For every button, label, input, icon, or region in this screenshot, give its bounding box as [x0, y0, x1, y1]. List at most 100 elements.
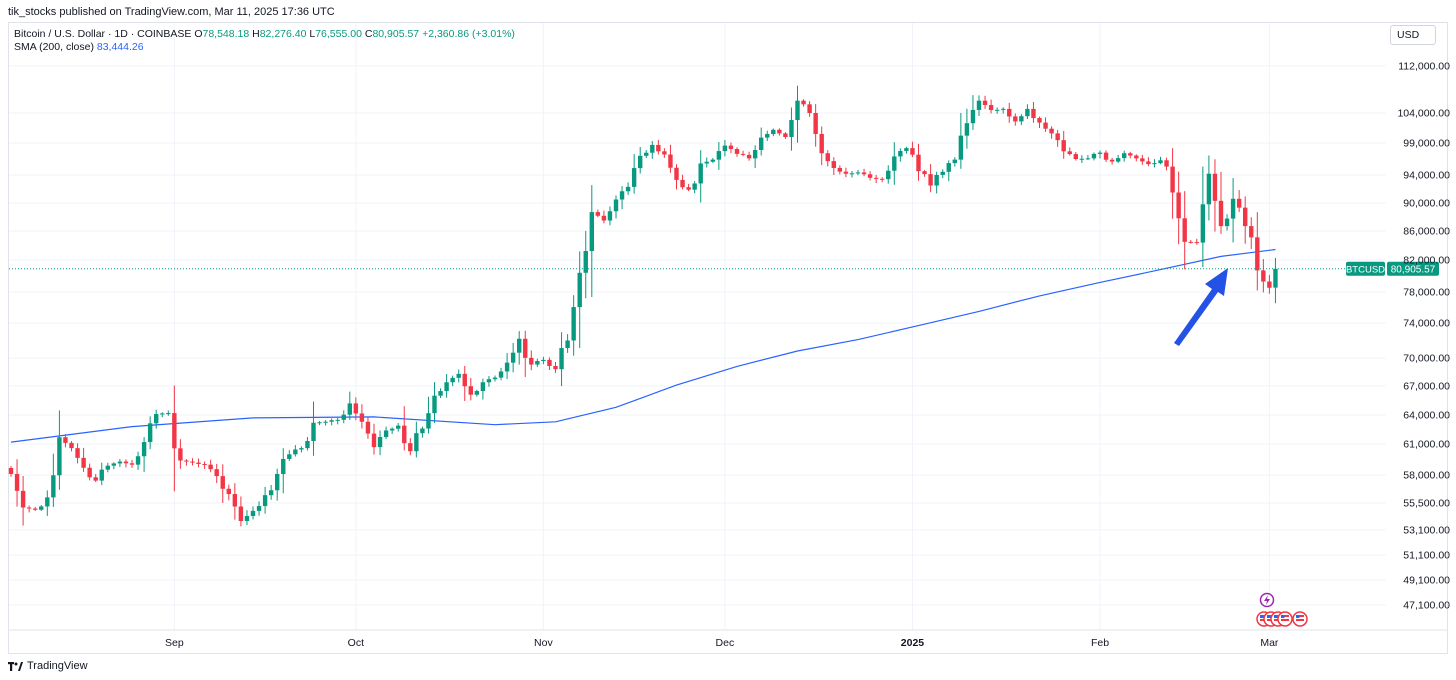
candle — [287, 450, 292, 462]
candle — [831, 157, 836, 176]
candle — [105, 462, 110, 473]
candle — [396, 423, 401, 432]
candle — [928, 164, 933, 193]
candle — [783, 132, 788, 139]
candle — [135, 451, 141, 470]
candle — [529, 350, 534, 371]
candle — [1085, 155, 1091, 160]
candle — [26, 505, 32, 513]
candle — [668, 144, 673, 173]
y-tick-label: 49,100.00 — [1403, 575, 1450, 587]
last-price-line-layer: BTCUSD 80,905.57 — [9, 261, 1439, 276]
candle — [970, 95, 976, 130]
y-tick-label: 90,000.00 — [1403, 198, 1450, 210]
candle — [880, 177, 885, 183]
candle — [383, 426, 389, 440]
lightning-event-icon[interactable] — [1259, 592, 1275, 608]
candle — [480, 378, 486, 400]
candle — [281, 448, 286, 494]
candle — [250, 506, 256, 520]
candle — [662, 148, 667, 158]
candle — [644, 149, 649, 158]
candle — [1115, 154, 1121, 164]
candle — [1007, 102, 1012, 123]
legend-open: O78,548.18 — [194, 28, 252, 40]
candle — [414, 421, 419, 458]
candle — [674, 164, 679, 190]
candle — [87, 463, 92, 481]
candle — [904, 146, 909, 154]
candle — [541, 356, 546, 365]
candle — [196, 458, 201, 468]
candle — [734, 147, 740, 157]
candle — [93, 474, 98, 483]
candle — [486, 376, 492, 387]
grid-lines — [9, 23, 1386, 630]
candle — [1079, 155, 1085, 164]
y-tick-label: 99,000.00 — [1403, 138, 1450, 150]
candle — [1152, 159, 1157, 168]
candle — [160, 412, 165, 418]
candle — [964, 108, 970, 149]
candle — [1067, 147, 1072, 156]
candle — [129, 459, 135, 468]
candle — [329, 418, 334, 426]
candle — [69, 441, 74, 452]
candle — [1188, 240, 1193, 244]
candle — [837, 165, 843, 175]
low-label: L — [309, 28, 316, 40]
candle — [982, 95, 988, 110]
candle — [420, 426, 425, 438]
candle — [638, 147, 643, 174]
candle — [184, 459, 189, 466]
candle — [293, 445, 298, 457]
us-flag-event-icon[interactable] — [1292, 611, 1308, 627]
candle — [740, 150, 746, 157]
low-value: 76,555.00 — [315, 28, 362, 40]
candle — [1158, 156, 1163, 165]
candle — [547, 357, 552, 370]
candle — [389, 427, 395, 434]
candle — [813, 104, 818, 147]
candle — [408, 438, 413, 456]
candle — [1013, 113, 1018, 126]
candle — [1206, 155, 1212, 221]
candle — [940, 169, 945, 179]
candle — [510, 342, 516, 373]
high-label: H — [252, 28, 260, 40]
candle — [710, 157, 715, 163]
candle — [873, 174, 879, 184]
candle — [855, 169, 861, 176]
candle — [656, 139, 661, 155]
candle — [311, 401, 316, 456]
candle — [462, 365, 467, 401]
candle — [474, 389, 480, 397]
candle — [686, 183, 691, 192]
candle — [625, 182, 631, 195]
us-flag-event-icon[interactable] — [1277, 611, 1293, 627]
candle — [946, 160, 951, 182]
chart-frame[interactable] — [8, 22, 1448, 654]
x-tick-label: Sep — [165, 637, 184, 649]
candle — [777, 128, 782, 136]
candle — [892, 142, 897, 185]
candle — [371, 423, 377, 455]
candle — [807, 101, 812, 117]
x-tick-label: Dec — [716, 637, 735, 649]
candle — [988, 99, 994, 114]
candle — [365, 417, 371, 439]
legend-sma-row: SMA (200, close) 83,444.26 — [14, 41, 515, 54]
legend-low: L76,555.00 — [309, 28, 364, 40]
candle — [867, 171, 873, 181]
candle — [1055, 129, 1060, 147]
candle — [1103, 150, 1109, 163]
candle — [353, 397, 359, 421]
currency-button[interactable]: USD — [1390, 25, 1436, 45]
candle — [819, 126, 824, 166]
y-tick-label: 104,000.00 — [1397, 108, 1450, 120]
legend-high: H82,276.40 — [252, 28, 309, 40]
candle — [589, 185, 594, 298]
candle — [1255, 212, 1260, 291]
candle — [825, 150, 830, 167]
